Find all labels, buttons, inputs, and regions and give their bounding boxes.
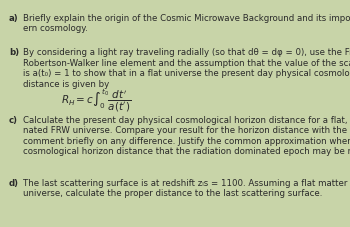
Text: By considering a light ray traveling radially (so that dθ = dφ = 0), use the Fri: By considering a light ray traveling rad… bbox=[23, 49, 350, 89]
Text: The last scattering surface is at redshift zₗs = 1100. Assuming a flat matter do: The last scattering surface is at redshi… bbox=[23, 178, 350, 198]
Text: Briefly explain the origin of the Cosmic Microwave Background and its importance: Briefly explain the origin of the Cosmic… bbox=[23, 14, 350, 33]
Text: a): a) bbox=[9, 14, 19, 23]
Text: Calculate the present day physical cosmological horizon distance for a flat, mat: Calculate the present day physical cosmo… bbox=[23, 116, 350, 156]
Text: c): c) bbox=[9, 116, 18, 125]
Text: b): b) bbox=[9, 49, 19, 57]
Text: d): d) bbox=[9, 178, 19, 188]
Text: $R_H = c \int_0^{t_0} \dfrac{dt'}{a(t')}$: $R_H = c \int_0^{t_0} \dfrac{dt'}{a(t')}… bbox=[62, 88, 132, 114]
